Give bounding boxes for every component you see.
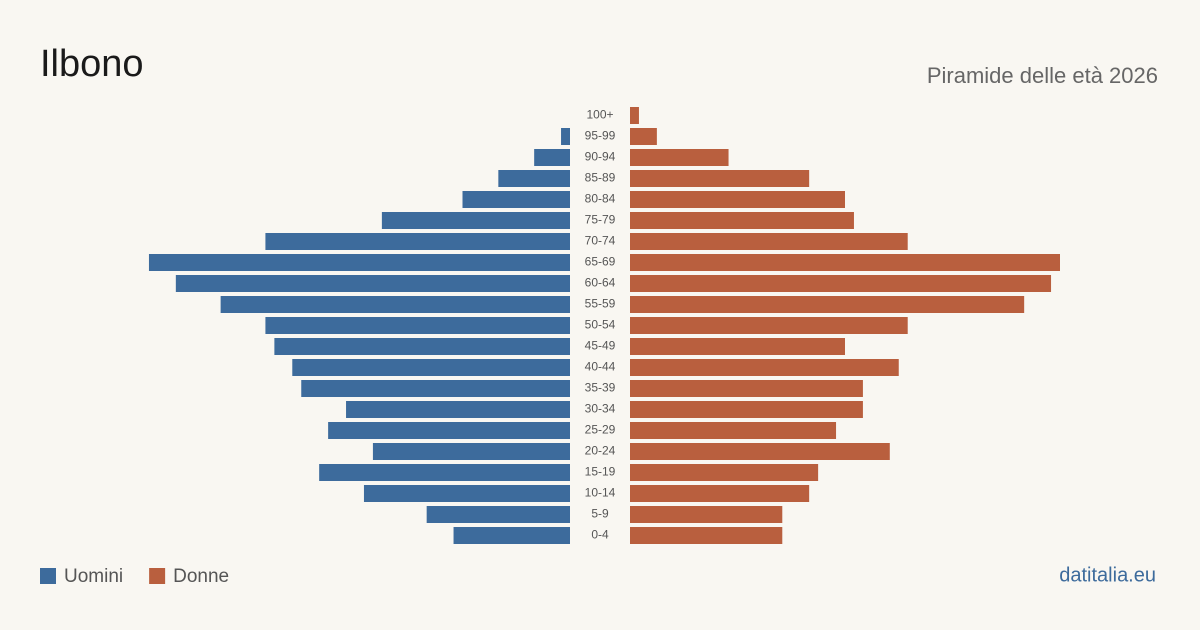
bar (175, 275, 571, 292)
bar (630, 317, 908, 334)
age-label: 90-94 (585, 150, 616, 164)
bar (301, 380, 570, 397)
bar (498, 170, 570, 187)
age-label: 55-59 (585, 297, 616, 311)
bar (630, 359, 899, 376)
bar (630, 338, 845, 355)
age-label: 50-54 (585, 318, 616, 332)
age-label: 25-29 (585, 423, 616, 437)
bar (381, 212, 570, 229)
source-link[interactable]: datitalia.eu (1059, 564, 1156, 586)
legend-swatch (40, 568, 56, 584)
age-label: 20-24 (585, 444, 616, 458)
bar (630, 170, 810, 187)
bar (630, 107, 639, 124)
bar (426, 506, 570, 523)
bar (630, 296, 1025, 313)
age-label: 60-64 (585, 276, 616, 290)
age-label: 45-49 (585, 339, 616, 353)
bar (363, 485, 570, 502)
age-label: 75-79 (585, 213, 616, 227)
bar (630, 212, 854, 229)
age-label: 85-89 (585, 171, 616, 185)
bar (328, 422, 570, 439)
bar (534, 149, 570, 166)
chart-title: Ilbono (40, 43, 144, 85)
bar (630, 506, 783, 523)
bar (630, 401, 863, 418)
age-label: 100+ (586, 108, 613, 122)
age-label: 10-14 (585, 486, 616, 500)
bar (630, 275, 1052, 292)
bar (630, 527, 783, 544)
age-label: 65-69 (585, 255, 616, 269)
bar (148, 254, 571, 271)
bar (630, 422, 837, 439)
bar (319, 464, 570, 481)
age-label: 15-19 (585, 465, 616, 479)
age-label: 0-4 (591, 528, 609, 542)
age-label: 30-34 (585, 402, 616, 416)
bar (292, 359, 570, 376)
bar (561, 128, 570, 145)
bar (265, 317, 570, 334)
bar (274, 338, 570, 355)
bar (630, 149, 729, 166)
age-label: 35-39 (585, 381, 616, 395)
age-label: 95-99 (585, 129, 616, 143)
bar (346, 401, 570, 418)
bar (630, 254, 1060, 271)
age-label: 70-74 (585, 234, 616, 248)
bar (630, 233, 908, 250)
bar (630, 128, 657, 145)
age-label: 5-9 (591, 507, 609, 521)
bar (630, 464, 819, 481)
bar (265, 233, 570, 250)
age-label: 80-84 (585, 192, 616, 206)
bar (630, 191, 845, 208)
bar (630, 485, 810, 502)
bar (372, 443, 570, 460)
chart-subtitle: Piramide delle età 2026 (927, 63, 1158, 88)
legend-label: Donne (173, 566, 229, 587)
age-label: 40-44 (585, 360, 616, 374)
bar (630, 380, 863, 397)
legend-swatch (149, 568, 166, 584)
bar (462, 191, 570, 208)
legend-label: Uomini (64, 566, 123, 587)
bar (220, 296, 570, 313)
bar (453, 527, 570, 544)
bar (630, 443, 890, 460)
